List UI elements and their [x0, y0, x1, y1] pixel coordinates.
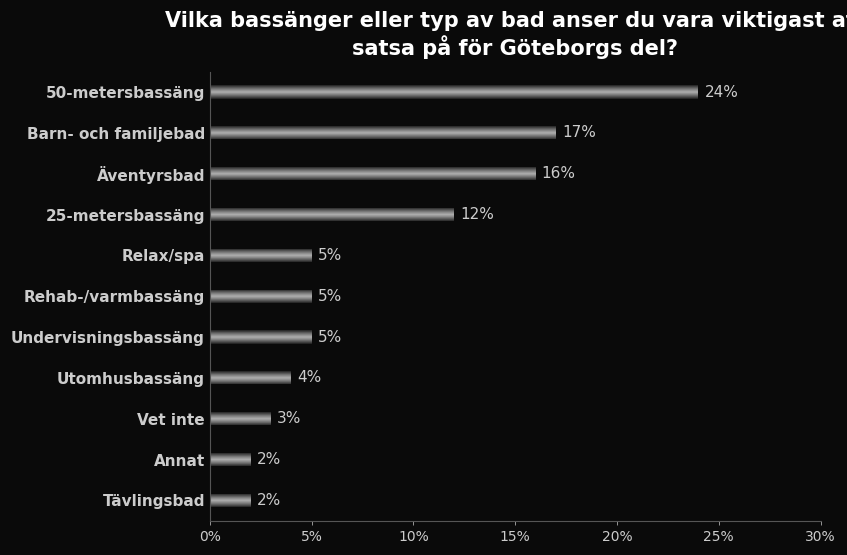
- Text: 4%: 4%: [297, 370, 322, 385]
- Text: 2%: 2%: [257, 452, 281, 467]
- Text: 16%: 16%: [542, 166, 576, 181]
- Text: 3%: 3%: [277, 411, 302, 426]
- Title: Vilka bassänger eller typ av bad anser du vara viktigast att
satsa på för Götebo: Vilka bassänger eller typ av bad anser d…: [165, 11, 847, 59]
- Text: 5%: 5%: [318, 248, 342, 263]
- Text: 5%: 5%: [318, 289, 342, 304]
- Text: 5%: 5%: [318, 330, 342, 345]
- Text: 12%: 12%: [460, 207, 494, 222]
- Text: 17%: 17%: [562, 125, 596, 140]
- Text: 2%: 2%: [257, 493, 281, 508]
- Text: 24%: 24%: [705, 84, 739, 99]
